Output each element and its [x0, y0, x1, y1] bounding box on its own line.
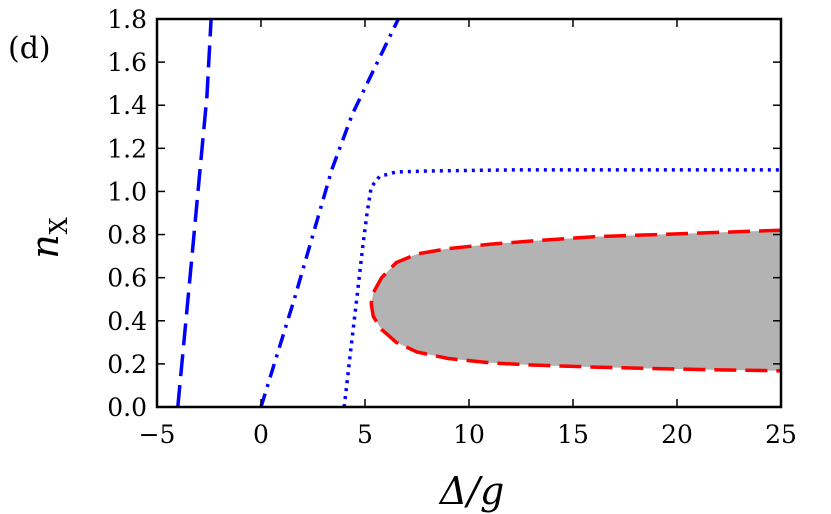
x-tick-label: −5: [139, 420, 176, 449]
panel-label: (d): [8, 31, 51, 66]
series-1-line: [176, 19, 213, 407]
series-3-line: [342, 168, 781, 407]
y-axis-label-subscript: X: [45, 217, 73, 234]
y-tick-label: 0.6: [107, 264, 147, 293]
y-tick-label: 1.0: [107, 177, 147, 206]
y-tick-label: 1.8: [107, 5, 147, 34]
y-tick-label: 0.0: [107, 393, 147, 422]
series-2-line: [259, 19, 400, 407]
x-tick-label: 10: [453, 420, 485, 449]
y-axis-label: nX: [23, 217, 73, 259]
y-tick-label: 0.2: [107, 350, 147, 379]
y-axis: 0.0 0.2 0.4 0.6 0.8 1.0 1.2 1.4 1.6 1.8: [107, 5, 781, 422]
x-tick-label: 25: [765, 420, 797, 449]
series-layer: [176, 19, 781, 407]
y-axis-label-main: n: [23, 234, 67, 258]
series-4-fill: [371, 230, 781, 371]
y-tick-label: 1.2: [107, 134, 147, 163]
x-axis: −5 0 5 10 15 20 25: [139, 19, 797, 449]
x-tick-label: 0: [253, 420, 269, 449]
y-tick-label: 0.4: [107, 307, 147, 336]
series-4-line: [369, 228, 781, 373]
y-tick-label: 1.4: [107, 91, 147, 120]
y-tick-label: 0.8: [107, 221, 147, 250]
x-tick-label: 5: [357, 420, 373, 449]
x-tick-label: 20: [661, 420, 693, 449]
x-axis-label: Δ/g: [438, 469, 505, 513]
x-tick-label: 15: [557, 420, 589, 449]
y-tick-label: 1.6: [107, 48, 147, 77]
